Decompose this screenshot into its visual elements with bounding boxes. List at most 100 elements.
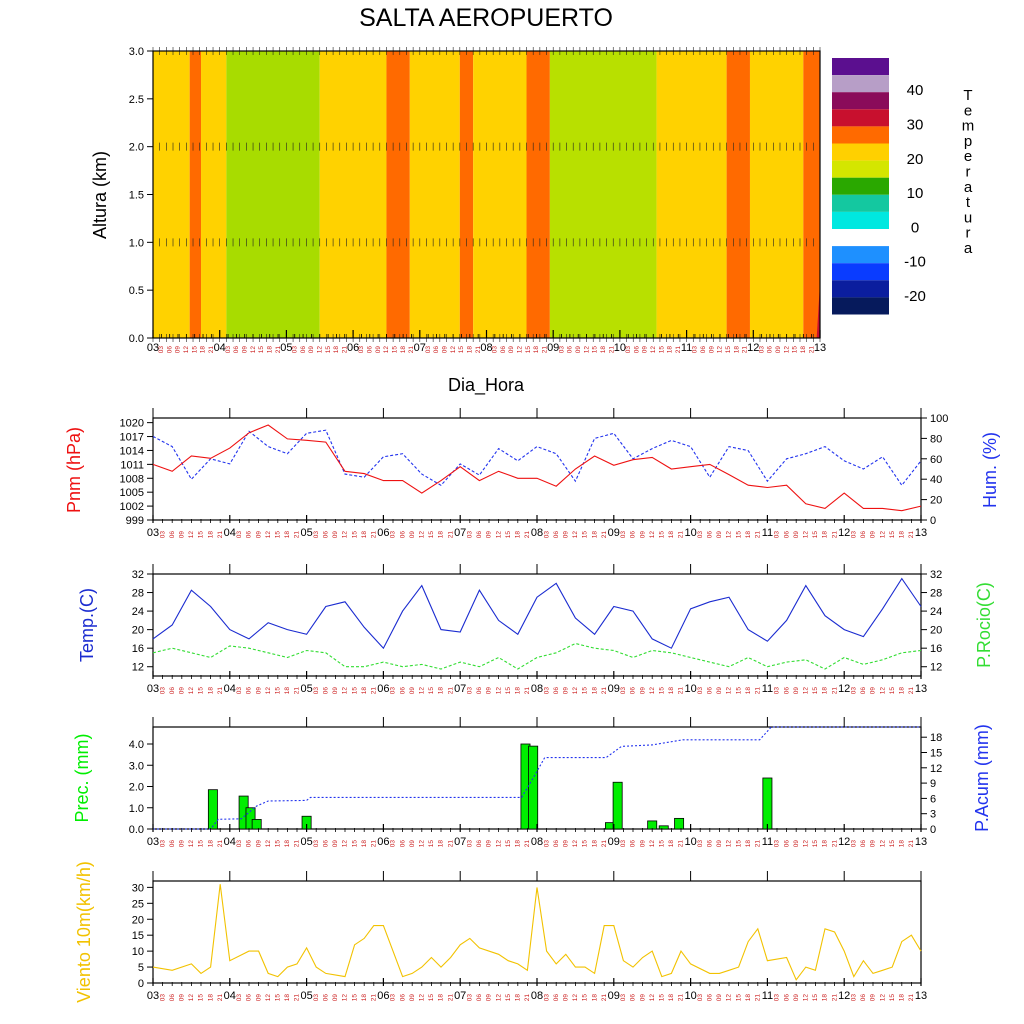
hour-tick-label: 18 [438, 994, 445, 1002]
hour-tick-label: 21 [678, 994, 685, 1002]
day-tick-label: 11 [762, 990, 773, 1002]
hour-tick-label: 21 [601, 840, 608, 848]
hour-tick-label: 15 [258, 346, 265, 354]
hour-tick-label: 12 [517, 346, 524, 354]
hour-tick-label: 03 [467, 531, 474, 539]
hour-tick-label: 03 [492, 346, 499, 354]
hour-tick-label: 09 [375, 346, 382, 354]
hour-tick-label: 09 [870, 840, 877, 848]
y-tick-label: 9 [930, 778, 936, 790]
hour-tick-label: 18 [207, 687, 214, 695]
hour-tick-label: 15 [812, 687, 819, 695]
hour-tick-label: 09 [793, 687, 800, 695]
hour-tick-label: 12 [383, 346, 390, 354]
hour-tick-label: 12 [188, 531, 195, 539]
y-tick-label: 1017 [120, 432, 144, 444]
hour-tick-label: 18 [361, 531, 368, 539]
hour-tick-label: 06 [553, 840, 560, 848]
hour-tick-label: 21 [371, 687, 378, 695]
hour-tick-label: 21 [217, 840, 224, 848]
hour-tick-label: 06 [399, 687, 406, 695]
hour-tick-label: 18 [284, 531, 291, 539]
hour-tick-label: 06 [169, 531, 176, 539]
hour-tick-label: 09 [716, 531, 723, 539]
y-tick-label: 10 [132, 946, 144, 958]
precip-y-left: 0.0 1.0 2.0 3.0 4.0 [129, 739, 153, 836]
hour-tick-label: 15 [275, 531, 282, 539]
pressure-line [152, 424, 922, 512]
y-tick-label: 15 [930, 748, 942, 760]
dewpoint-line [152, 642, 922, 670]
hour-tick-label: 12 [342, 994, 349, 1002]
day-tick-label: 08 [531, 527, 543, 539]
heatmap-band [226, 51, 320, 338]
temperature-panel [152, 564, 922, 677]
precip-bar [762, 777, 773, 830]
colorbar-title-letter: T [963, 87, 972, 104]
colorbar-label: 10 [907, 185, 924, 202]
day-tick-label: 10 [614, 342, 626, 354]
hour-tick-label: 06 [860, 687, 867, 695]
hour-tick-label: 06 [783, 994, 790, 1002]
day-tick-label: 09 [608, 683, 620, 695]
hour-tick-label: 21 [447, 994, 454, 1002]
hour-tick-label: 18 [284, 840, 291, 848]
hour-tick-label: 09 [708, 346, 715, 354]
hour-tick-label: 12 [879, 840, 886, 848]
precip-bar [647, 820, 658, 830]
y-tick-label: 25 [132, 898, 144, 910]
hour-tick-label: 09 [179, 840, 186, 848]
heatmap-band [319, 51, 387, 338]
hour-tick-label: 09 [642, 346, 649, 354]
hour-tick-label: 03 [236, 840, 243, 848]
hour-tick-label: 09 [870, 994, 877, 1002]
hour-tick-label: 06 [700, 346, 707, 354]
hour-tick-label: 18 [822, 687, 829, 695]
y-tick-label: 2.0 [129, 142, 144, 154]
hour-tick-label: 09 [639, 994, 646, 1002]
hour-tick-label: 06 [476, 687, 483, 695]
y-tick-label: 1008 [120, 473, 144, 485]
hour-tick-label: 09 [716, 994, 723, 1002]
hour-tick-label: 03 [159, 531, 166, 539]
hour-tick-label: 12 [649, 994, 656, 1002]
day-tick-label: 08 [531, 836, 543, 848]
hour-tick-label: 09 [563, 687, 570, 695]
hour-tick-label: 21 [831, 687, 838, 695]
colorbar-box [832, 246, 889, 264]
y-tick-label: 100 [930, 413, 948, 425]
colorbar-title-letter: e [964, 102, 972, 119]
hour-tick-label: 21 [294, 687, 301, 695]
hour-tick-label: 12 [188, 994, 195, 1002]
hour-tick-label: 15 [812, 840, 819, 848]
hour-tick-label: 06 [323, 840, 330, 848]
hour-tick-label: 09 [563, 994, 570, 1002]
hour-tick-label: 21 [524, 994, 531, 1002]
y-tick-label: 1020 [120, 418, 144, 430]
accum-line [153, 726, 921, 830]
colorbar-title-letter: u [964, 209, 972, 226]
hour-tick-label: 12 [572, 687, 579, 695]
hour-tick-label: 06 [476, 994, 483, 1002]
hour-tick-label: 18 [745, 994, 752, 1002]
hour-tick-label: 21 [447, 531, 454, 539]
hour-tick-label: 09 [563, 531, 570, 539]
hour-tick-label: 18 [668, 687, 675, 695]
hour-tick-label: 12 [649, 840, 656, 848]
y-tick-label: 80 [930, 433, 942, 445]
y-tick-label: 60 [930, 454, 942, 466]
hour-tick-label: 21 [831, 840, 838, 848]
y-tick-label: 12 [930, 763, 942, 775]
hour-tick-label: 18 [515, 840, 522, 848]
pressure-panel [152, 408, 922, 521]
heatmap-band [409, 51, 460, 338]
precip-bar [658, 825, 669, 830]
y-tick-label: 1.0 [129, 237, 144, 249]
day-tick-label: 12 [838, 527, 850, 539]
heatmap-band [803, 51, 820, 338]
hour-tick-label: 06 [707, 531, 714, 539]
hour-tick-label: 03 [697, 531, 704, 539]
y-tick-label: 0.0 [129, 824, 144, 836]
